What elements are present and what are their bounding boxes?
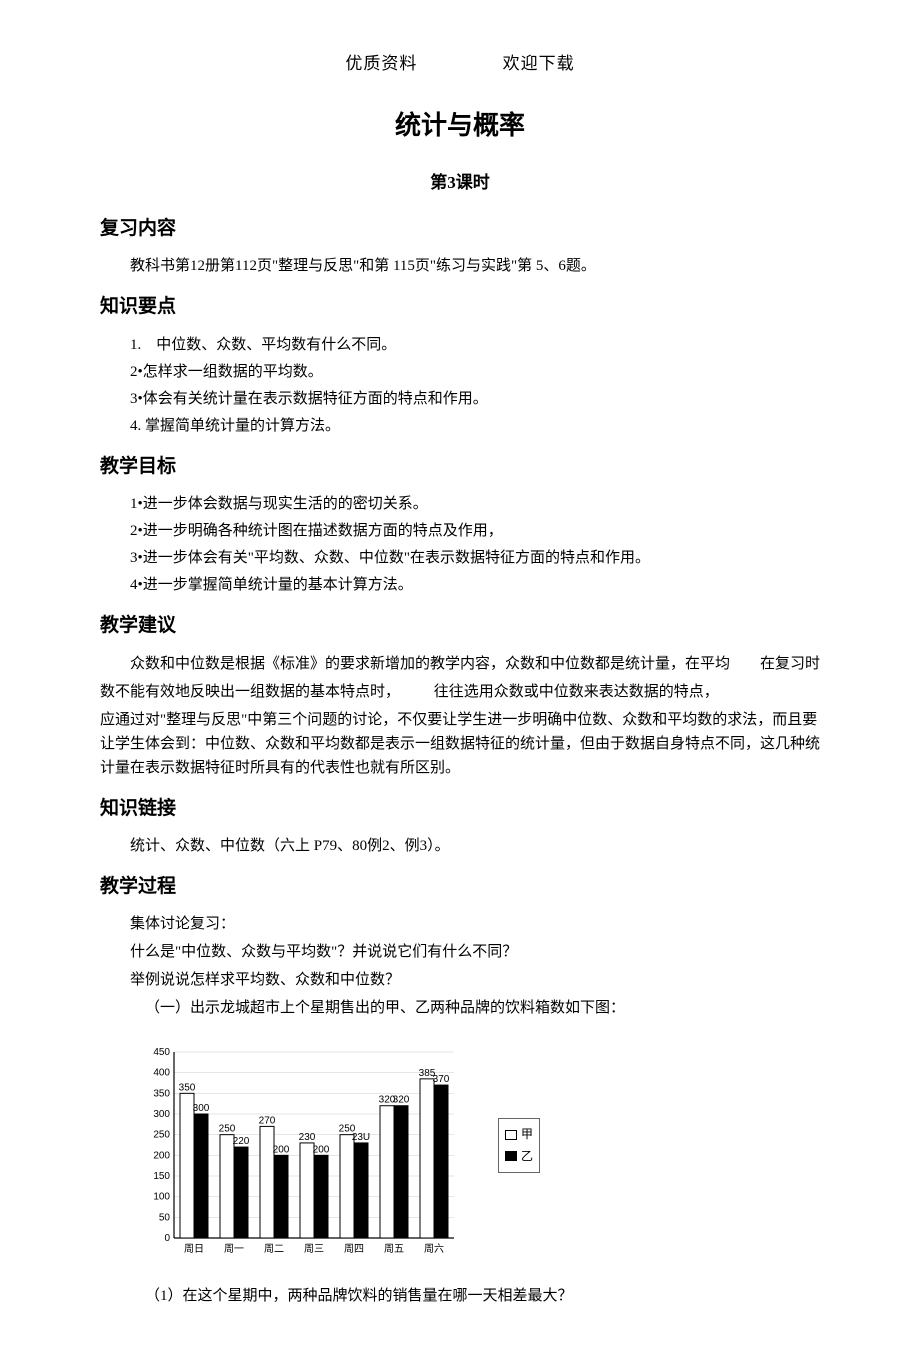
section-link-heading: 知识链接: [100, 794, 820, 824]
suggest-line1c: 往往选用众数或中位数来表达数据的特点，: [434, 684, 719, 700]
svg-text:250: 250: [219, 1124, 236, 1135]
svg-text:周日: 周日: [184, 1243, 204, 1255]
suggest-line1b: 数不能有效地反映出一组数据的基本特点时，: [100, 684, 400, 700]
review-body: 教科书第12册第112页"整理与反思"和第 115页"练习与实践"第 5、6题。: [100, 254, 820, 278]
svg-text:230: 230: [299, 1132, 316, 1143]
goal-item: 2•进一步明确各种统计图在描述数据方面的特点及作用，: [130, 519, 820, 543]
svg-text:周一: 周一: [224, 1243, 244, 1255]
keypoint-item: 2•怎样求一组数据的平均数。: [130, 360, 820, 384]
section-review-heading: 复习内容: [100, 214, 820, 244]
goal-item: 3•进一步体会有关"平均数、众数、中位数"在表示数据特征方面的特点和作用。: [130, 546, 820, 570]
goal-item: 4•进一步掌握简单统计量的基本计算方法。: [130, 573, 820, 597]
legend-label-b: 乙: [521, 1147, 533, 1166]
suggest-para: 在复习时 众数和中位数是根据《标准》的要求新增加的教学内容，众数和中位数都是统计…: [100, 652, 820, 676]
svg-text:50: 50: [159, 1213, 171, 1224]
svg-text:350: 350: [179, 1083, 196, 1094]
svg-text:220: 220: [233, 1136, 250, 1147]
suggest-para2: 应通过对"整理与反思"中第三个问题的讨论，不仅要让学生进一步明确中位数、众数和平…: [100, 708, 820, 780]
keypoint-item: 1. 中位数、众数、平均数有什么不同。: [130, 333, 820, 357]
svg-text:150: 150: [153, 1171, 170, 1182]
link-body: 统计、众数、中位数（六上 P79、80例2、例3）。: [100, 834, 820, 858]
svg-text:0: 0: [164, 1233, 170, 1244]
keypoint-item: 3•体会有关统计量在表示数据特征方面的特点和作用。: [130, 387, 820, 411]
lesson-number: 第3课时: [100, 169, 820, 196]
process-line: （一）出示龙城超市上个星期售出的甲、乙两种品牌的饮料箱数如下图：: [100, 996, 820, 1020]
process-line: 举例说说怎样求平均数、众数和中位数？: [100, 968, 820, 992]
svg-text:周三: 周三: [304, 1243, 324, 1255]
bar-chart-svg: 050100150200250300350400450350300周日25022…: [140, 1040, 460, 1260]
keypoint-item: 4. 掌握简单统计量的计算方法。: [130, 414, 820, 438]
svg-text:250: 250: [153, 1130, 170, 1141]
svg-text:350: 350: [153, 1089, 170, 1100]
legend-row-b: 乙: [505, 1147, 533, 1166]
svg-text:300: 300: [153, 1109, 170, 1120]
question-1: （1）在这个星期中，两种品牌饮料的销售量在哪一天相差最大？: [145, 1284, 820, 1308]
svg-text:周六: 周六: [424, 1243, 444, 1255]
svg-text:270: 270: [259, 1116, 276, 1127]
svg-text:200: 200: [153, 1151, 170, 1162]
suggest-float-note: 在复习时: [760, 652, 820, 676]
section-process-heading: 教学过程: [100, 872, 820, 902]
section-goals-heading: 教学目标: [100, 452, 820, 482]
header-left: 优质资料: [345, 50, 417, 77]
legend-swatch-b: [505, 1151, 517, 1161]
svg-text:周五: 周五: [384, 1243, 404, 1255]
svg-text:300: 300: [193, 1103, 210, 1114]
process-line: 集体讨论复习：: [100, 912, 820, 936]
chart-legend: 甲 乙: [498, 1118, 540, 1172]
svg-text:450: 450: [153, 1047, 170, 1058]
bar-chart: 050100150200250300350400450350300周日25022…: [140, 1040, 480, 1260]
document-title: 统计与概率: [100, 105, 820, 147]
section-keypoints-heading: 知识要点: [100, 292, 820, 322]
svg-text:23U: 23U: [352, 1132, 370, 1143]
svg-text:200: 200: [273, 1145, 290, 1156]
suggest-line1a: 众数和中位数是根据《标准》的要求新增加的教学内容，众数和中位数都是统计量，在平均: [130, 656, 730, 672]
svg-text:370: 370: [433, 1074, 450, 1085]
svg-text:200: 200: [313, 1145, 330, 1156]
suggest-line1b-wrap: 数不能有效地反映出一组数据的基本特点时， 往往选用众数或中位数来表达数据的特点，: [100, 680, 820, 704]
section-suggest-heading: 教学建议: [100, 611, 820, 641]
header-right: 欢迎下载: [503, 50, 575, 77]
svg-text:320: 320: [393, 1095, 410, 1106]
svg-text:周四: 周四: [344, 1243, 364, 1255]
process-line: 什么是"中位数、众数与平均数"？并说说它们有什么不同？: [100, 940, 820, 964]
legend-swatch-a: [505, 1130, 517, 1140]
svg-text:周二: 周二: [264, 1243, 284, 1255]
page-header: 优质资料 欢迎下载: [100, 50, 820, 77]
svg-text:400: 400: [153, 1068, 170, 1079]
goal-item: 1•进一步体会数据与现实生活的的密切关系。: [130, 492, 820, 516]
legend-row-a: 甲: [505, 1125, 533, 1144]
svg-text:100: 100: [153, 1192, 170, 1203]
legend-label-a: 甲: [521, 1125, 533, 1144]
